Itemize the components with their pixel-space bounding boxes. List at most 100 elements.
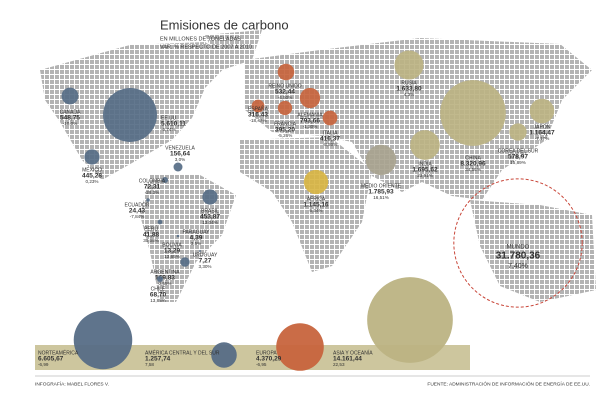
world-name: MUNDO [507,245,530,251]
subtitle: EN MILLONES DE TONELADAS [160,36,241,42]
label-change: -28,3% [145,190,160,195]
label-value: 14.161,44 [333,356,362,363]
label-name: FRANCIA [274,121,297,127]
bubble [84,149,100,165]
label-value: 6.605,67 [38,356,64,363]
label-value: 1.785,93 [368,189,394,196]
label-change: 30,05% [143,238,159,243]
label-change: 6,34% [309,208,322,213]
label-change: 23,91% [417,173,433,178]
label-name: ALEMANIA [297,112,323,118]
label-name: RUSIA [401,80,417,86]
label-change: 13,88% [150,298,166,303]
region-bubble [367,277,453,363]
bubble [251,99,265,113]
label-change: -18,47% [249,118,266,123]
label-name: INDIA [418,161,432,167]
label-value: 68,70 [150,292,167,299]
world-map [40,30,596,302]
bubble [176,234,180,238]
label-value: 5.610,11 [161,121,186,128]
label-name: EE.UU. [161,115,178,121]
label-change: -7,17% [535,136,550,141]
bubble [146,198,150,202]
label-value: 1.145,16 [303,202,329,209]
label-value: 24,43 [129,208,146,215]
label-name: AMÉRICA CENTRAL Y DEL SUR [145,349,220,356]
bubble [61,87,79,105]
bubble [103,88,157,142]
label-name: PARAGUAY [182,229,210,235]
region-bubble [276,323,324,371]
label-value: 1.257,74 [145,356,171,363]
bubble [180,257,190,267]
bubble [277,63,295,81]
bubble [365,144,397,176]
label-name: ITALIA [323,130,339,136]
label-change: -6,95 [256,362,267,367]
label-value: 1.164,47 [529,130,555,137]
label-name: BRASIL [201,208,219,214]
label-name: REINO UNIDO [268,83,301,89]
bubble [161,176,169,184]
label-value: 1.633,80 [396,86,422,93]
label-change: 3,30% [198,264,211,269]
label-value: 156,64 [170,151,190,158]
bubble [529,98,555,124]
label-value: 416,37 [320,136,340,143]
label-value: 793,66 [300,118,320,125]
label-change: 16,51% [373,195,389,200]
label-name: ESPAÑA [248,105,269,112]
label-change: -5,26% [278,133,293,138]
label-name: PERÚ [144,225,158,232]
label-name: JAPÓN [534,123,551,130]
bubble [394,50,424,80]
bubble [157,276,163,282]
label-name: ECUADOR [124,202,149,208]
world-change: 7,40% [508,263,528,270]
label-name: CANADÁ [60,108,82,115]
label-value: 445,28 [82,173,102,180]
label-value: 4.370,29 [256,356,282,363]
label-name: URUGUAY [193,252,218,258]
label-name: NORTEAMÉRICA [38,349,79,356]
label-change: 3,5% [191,241,201,246]
label-value: 8.320,96 [460,161,486,168]
label-name: ÁFRICA [307,195,326,202]
bubble [202,189,218,205]
label-change: -1,30% [303,124,318,129]
label-name: VENEZUELA [165,145,195,151]
bubble [322,110,338,126]
label-change: 22,53 [333,362,345,367]
note: VAR. % RESPECTO DE 2007 A 2010 [160,44,252,50]
label-value: 41,88 [143,232,160,239]
label-name: MEDIO ORIENTE [361,183,402,189]
eurasia [245,38,592,200]
label-change: 15,89% [510,160,526,165]
bubble [440,80,506,146]
label-change: -7,84% [130,214,145,219]
bubble [173,162,183,172]
bubble [157,219,163,225]
region-bubble [73,310,133,370]
label-change: -4,50% [278,95,293,100]
label-value: 1.695,62 [412,167,438,174]
label-value: 72,31 [144,184,161,191]
label-change: -6,74% [161,127,176,132]
credit: INFOGRAFÍA: MABEL FLORES V. [35,380,109,387]
bubble [199,250,201,252]
label-change: -6,99 [38,362,49,367]
label-change: 13,65% [164,254,180,259]
label-name: ARGENTINA [150,269,180,275]
bubble [299,87,321,109]
label-change: 34,55% [465,167,481,172]
label-change: 4,3% [404,92,414,97]
world-value: 31.780,36 [496,251,541,262]
label-name: BOLIVIA [162,242,182,248]
label-name: MÉXICO [82,166,102,173]
label-change: 3,0% [175,157,185,162]
label-change: 0,23% [85,179,98,184]
label-change: -8,99% [323,142,338,147]
